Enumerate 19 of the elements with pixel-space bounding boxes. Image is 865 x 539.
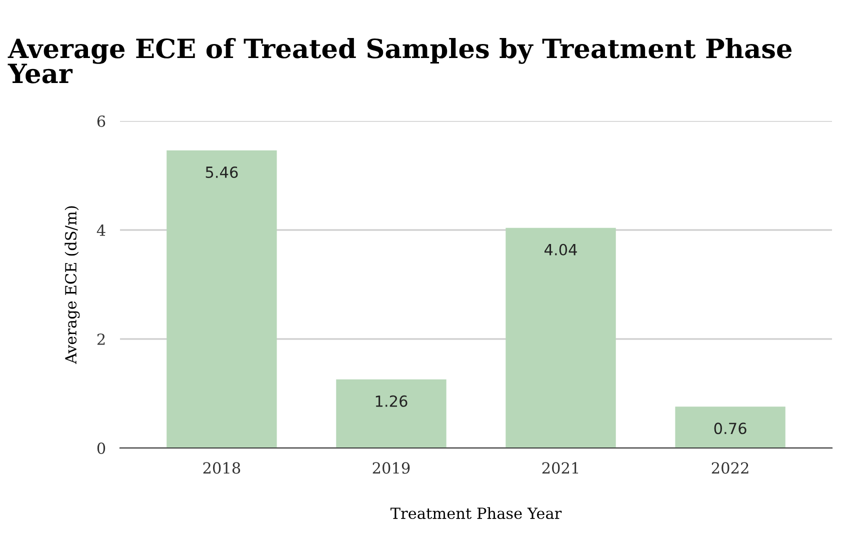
y-axis-title: Average ECE (dS/m) bbox=[64, 206, 80, 364]
y-tick-label: 0 bbox=[97, 442, 106, 454]
bar bbox=[336, 379, 446, 448]
bar bbox=[166, 150, 277, 448]
x-tick-label: 2018 bbox=[203, 462, 240, 474]
data-label: 1.26 bbox=[376, 395, 408, 407]
x-tick-label: 2019 bbox=[372, 462, 410, 474]
chart-title: Average ECE of Treated Samples by Treatment Phase Year bbox=[8, 38, 792, 84]
data-label: 4.04 bbox=[544, 244, 577, 256]
bar bbox=[675, 406, 786, 448]
x-axis-title: Treatment Phase Year bbox=[390, 507, 562, 520]
y-tick-label: 4 bbox=[96, 224, 106, 236]
data-label: 0.76 bbox=[714, 422, 746, 434]
bar bbox=[506, 228, 616, 448]
x-tick-label: 2022 bbox=[712, 462, 748, 474]
data-label: 5.46 bbox=[206, 166, 238, 178]
y-tick-label: 2 bbox=[97, 333, 105, 345]
y-tick-label: 6 bbox=[97, 115, 106, 128]
x-tick-label: 2021 bbox=[542, 462, 578, 474]
